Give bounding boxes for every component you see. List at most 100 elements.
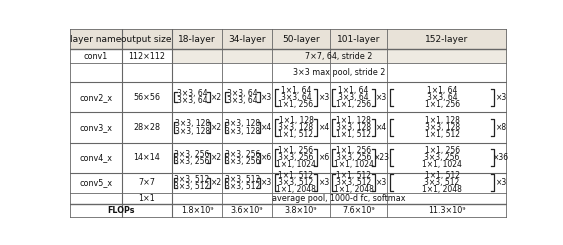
Text: 7×7: 7×7 [138,178,155,187]
Text: ×2: ×2 [212,93,222,102]
Text: ×4: ×4 [319,123,330,132]
Text: 1.8×10⁹: 1.8×10⁹ [181,207,213,215]
Text: 1×1, 64: 1×1, 64 [427,86,457,95]
Text: 1×1, 256: 1×1, 256 [425,100,459,109]
Text: 3×3, 512: 3×3, 512 [175,175,210,184]
Text: 11.3×10⁹: 11.3×10⁹ [428,207,466,215]
Text: 1×1, 128: 1×1, 128 [425,116,459,125]
Text: 3.8×10⁹: 3.8×10⁹ [284,207,317,215]
Text: 3×3, 512: 3×3, 512 [336,178,371,187]
Text: 1×1, 1024: 1×1, 1024 [422,160,462,169]
Text: 3×3, 512: 3×3, 512 [278,178,314,187]
Text: 101-layer: 101-layer [337,35,380,44]
Text: 1×1, 2048: 1×1, 2048 [276,185,316,194]
Text: 3×3, 64: 3×3, 64 [338,93,369,102]
Text: conv2_x: conv2_x [79,93,113,102]
Text: 112×112: 112×112 [128,52,165,61]
Text: average pool, 1000-d fc, softmax: average pool, 1000-d fc, softmax [272,194,406,203]
Text: 3×3, 64: 3×3, 64 [177,89,207,98]
Text: ×3: ×3 [496,178,507,187]
Text: 1×1, 512: 1×1, 512 [336,171,371,180]
Text: ×6: ×6 [261,153,272,162]
Text: ×2: ×2 [212,123,222,132]
Text: 3×3, 512: 3×3, 512 [225,182,260,191]
Text: 3×3, 512: 3×3, 512 [425,178,460,187]
Text: 1×1, 512: 1×1, 512 [425,130,459,139]
Text: layer name: layer name [70,35,122,44]
Text: 1×1, 2048: 1×1, 2048 [334,185,373,194]
Text: 3×3, 128: 3×3, 128 [175,127,209,135]
Text: 1×1, 2048: 1×1, 2048 [422,185,462,194]
Text: ×2: ×2 [212,178,222,187]
Text: 1×1, 128: 1×1, 128 [336,116,371,125]
Text: ×2: ×2 [212,153,222,162]
Text: 3×3, 256: 3×3, 256 [425,153,460,162]
Text: 3×3, 128: 3×3, 128 [336,123,371,132]
Text: 3×3, 64: 3×3, 64 [427,93,457,102]
Text: 50-layer: 50-layer [282,35,320,44]
Text: ×4: ×4 [376,123,387,132]
Text: 7×7, 64, stride 2: 7×7, 64, stride 2 [306,52,373,61]
Text: 1×1, 64: 1×1, 64 [281,86,311,95]
FancyBboxPatch shape [70,29,507,49]
Text: 152-layer: 152-layer [425,35,468,44]
Text: 1×1, 256: 1×1, 256 [336,146,371,155]
Text: 1×1, 512: 1×1, 512 [425,171,459,180]
Text: 14×14: 14×14 [133,153,160,162]
FancyBboxPatch shape [70,29,507,218]
Text: FLOPs: FLOPs [107,207,135,215]
Text: 3×3, 256: 3×3, 256 [175,157,210,166]
Text: 1×1: 1×1 [138,194,155,203]
Text: 3×3, 64: 3×3, 64 [280,93,311,102]
Text: 3×3, 128: 3×3, 128 [225,119,260,128]
Text: 1×1, 256: 1×1, 256 [278,100,314,109]
Text: 3×3, 256: 3×3, 256 [278,153,314,162]
Text: 1×1, 256: 1×1, 256 [278,146,314,155]
Text: ×4: ×4 [261,123,272,132]
Text: 1×1, 512: 1×1, 512 [279,171,314,180]
Text: 18-layer: 18-layer [178,35,216,44]
Text: 1×1, 512: 1×1, 512 [336,130,371,139]
Text: ×3: ×3 [376,93,387,102]
Text: ×3: ×3 [261,178,272,187]
Text: 3×3, 64: 3×3, 64 [177,96,207,105]
Text: ×23: ×23 [374,153,390,162]
Text: 1×1, 512: 1×1, 512 [279,130,314,139]
Text: conv1: conv1 [84,52,108,61]
Text: 1×1, 1024: 1×1, 1024 [334,160,373,169]
Text: ×3: ×3 [319,178,330,187]
Text: ×36: ×36 [493,153,510,162]
Text: 3×3, 512: 3×3, 512 [175,182,210,191]
Text: 3×3, 64: 3×3, 64 [227,96,258,105]
Text: 56×56: 56×56 [133,93,160,102]
Text: 28×28: 28×28 [133,123,160,132]
Text: 1×1, 256: 1×1, 256 [336,100,371,109]
Text: conv3_x: conv3_x [79,123,113,132]
Text: 7.6×10⁹: 7.6×10⁹ [342,207,374,215]
Text: 1×1, 64: 1×1, 64 [338,86,369,95]
Text: 3×3 max pool, stride 2: 3×3 max pool, stride 2 [293,68,385,77]
Text: ×3: ×3 [376,178,387,187]
Text: ×3: ×3 [261,93,272,102]
Text: 3×3, 128: 3×3, 128 [278,123,314,132]
Text: ×3: ×3 [496,93,507,102]
Text: 3×3, 128: 3×3, 128 [425,123,459,132]
Text: conv4_x: conv4_x [79,153,113,162]
Text: 1×1, 128: 1×1, 128 [279,116,314,125]
Text: 3×3, 64: 3×3, 64 [227,89,258,98]
Text: 3×3, 256: 3×3, 256 [225,150,260,159]
Text: 1×1, 1024: 1×1, 1024 [276,160,316,169]
Text: 3×3, 256: 3×3, 256 [225,157,260,166]
Text: 3×3, 128: 3×3, 128 [225,127,260,135]
Text: 3×3, 256: 3×3, 256 [336,153,371,162]
Text: conv5_x: conv5_x [79,178,113,187]
Text: output size: output size [122,35,172,44]
Text: 3.6×10⁹: 3.6×10⁹ [231,207,263,215]
Text: ×3: ×3 [319,93,330,102]
Text: ×6: ×6 [319,153,330,162]
Text: 34-layer: 34-layer [229,35,266,44]
FancyBboxPatch shape [172,49,507,63]
Text: 3×3, 128: 3×3, 128 [175,119,209,128]
Text: ×8: ×8 [496,123,507,132]
Text: 1×1, 256: 1×1, 256 [425,146,459,155]
